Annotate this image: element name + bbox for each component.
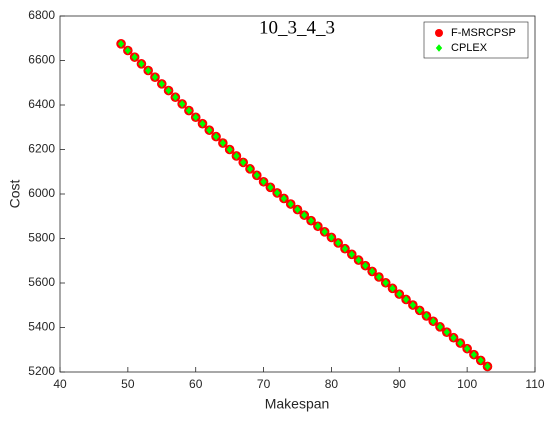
point (450, 333, 457, 342)
point (172, 93, 179, 102)
point (423, 312, 430, 320)
point (470, 350, 478, 359)
y-tick-label: 5800 (28, 231, 55, 245)
point (328, 233, 335, 242)
point (307, 216, 315, 225)
x-tick-label: 100 (457, 377, 477, 391)
point (185, 106, 193, 115)
point (321, 228, 328, 236)
point (260, 177, 267, 186)
point (484, 362, 491, 371)
point (178, 100, 186, 108)
legend-label: CPLEX (451, 42, 488, 54)
y-tick-label: 6000 (28, 186, 55, 200)
point (240, 158, 247, 167)
x-axis-label: Makespan (265, 396, 330, 412)
point (158, 80, 165, 88)
y-tick-label: 6200 (28, 142, 55, 156)
point (165, 86, 172, 95)
point (246, 165, 254, 173)
point (206, 126, 213, 134)
point (124, 46, 132, 55)
point (151, 73, 159, 81)
point (409, 301, 417, 309)
point (226, 145, 233, 154)
point (396, 290, 403, 298)
point (233, 152, 240, 160)
point (294, 205, 301, 214)
point (138, 60, 145, 68)
point (375, 273, 383, 281)
point (131, 53, 138, 61)
point (117, 40, 125, 48)
x-tick-label: 70 (257, 377, 271, 391)
point (335, 239, 342, 247)
x-tick-label: 80 (325, 377, 339, 391)
x-tick-label: 110 (525, 377, 544, 391)
x-tick-label: 40 (53, 377, 67, 391)
point (348, 250, 355, 259)
legend-marker (435, 44, 443, 52)
y-tick-label: 6600 (28, 53, 55, 67)
chart-title: 10_3_4_3 (259, 17, 335, 38)
x-tick-label: 90 (393, 377, 407, 391)
y-tick-label: 5400 (28, 320, 55, 334)
y-tick-label: 6800 (28, 8, 55, 22)
point (430, 317, 437, 326)
point (253, 171, 260, 180)
point (280, 194, 288, 203)
point (368, 267, 376, 276)
point (192, 113, 199, 122)
point (273, 189, 281, 197)
point (145, 66, 152, 75)
point (267, 183, 274, 192)
x-tick-label: 50 (121, 377, 135, 391)
point (314, 222, 322, 231)
legend-marker (435, 29, 443, 37)
point (362, 261, 369, 270)
legend-label: F-MSRCPSP (451, 27, 516, 39)
point (301, 211, 308, 219)
legend-box (423, 21, 529, 59)
y-tick-label: 6400 (28, 97, 55, 111)
point (341, 244, 349, 253)
plot-area (59, 15, 536, 373)
point (355, 256, 362, 264)
point (219, 139, 227, 147)
point (463, 344, 471, 353)
point (416, 306, 423, 315)
y-tick-label: 5200 (28, 364, 55, 378)
point (443, 328, 450, 336)
point (477, 356, 484, 365)
point (199, 119, 206, 128)
point (287, 200, 294, 208)
x-tick-label: 60 (189, 377, 203, 391)
y-axis-label: Cost (7, 180, 23, 209)
y-tick-label: 5600 (28, 275, 55, 289)
point (457, 339, 464, 347)
point (382, 278, 389, 287)
point (402, 295, 410, 304)
point (389, 284, 396, 293)
point (436, 323, 444, 331)
point (212, 132, 220, 141)
